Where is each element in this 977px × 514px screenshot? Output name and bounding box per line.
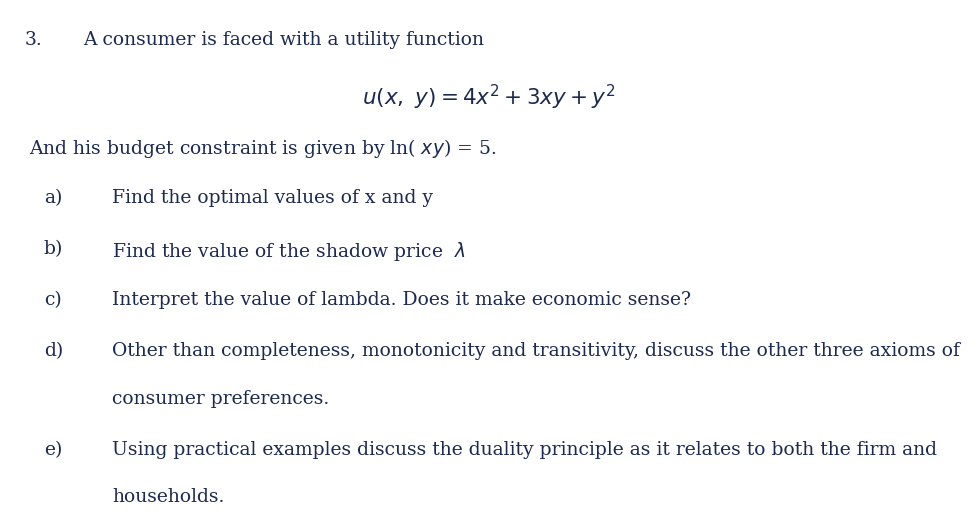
Text: consumer preferences.: consumer preferences.: [112, 390, 329, 408]
Text: b): b): [44, 241, 64, 259]
Text: Find the value of the shadow price  $\lambda$: Find the value of the shadow price $\lam…: [112, 241, 466, 263]
Text: e): e): [44, 441, 63, 459]
Text: Find the optimal values of x and y: Find the optimal values of x and y: [112, 189, 434, 207]
Text: 3.: 3.: [24, 31, 42, 49]
Text: A consumer is faced with a utility function: A consumer is faced with a utility funct…: [83, 31, 484, 49]
Text: $u(x,\ y) = 4x^2 + 3xy + y^2$: $u(x,\ y) = 4x^2 + 3xy + y^2$: [361, 83, 616, 112]
Text: Using practical examples discuss the duality principle as it relates to both the: Using practical examples discuss the dua…: [112, 441, 937, 459]
Text: a): a): [44, 189, 63, 207]
Text: d): d): [44, 342, 64, 360]
Text: Interpret the value of lambda. Does it make economic sense?: Interpret the value of lambda. Does it m…: [112, 291, 692, 309]
Text: Other than completeness, monotonicity and transitivity, discuss the other three : Other than completeness, monotonicity an…: [112, 342, 960, 360]
Text: And his budget constraint is given by ln( $xy$) = 5.: And his budget constraint is given by ln…: [29, 137, 496, 160]
Text: households.: households.: [112, 488, 225, 506]
Text: c): c): [44, 291, 62, 309]
